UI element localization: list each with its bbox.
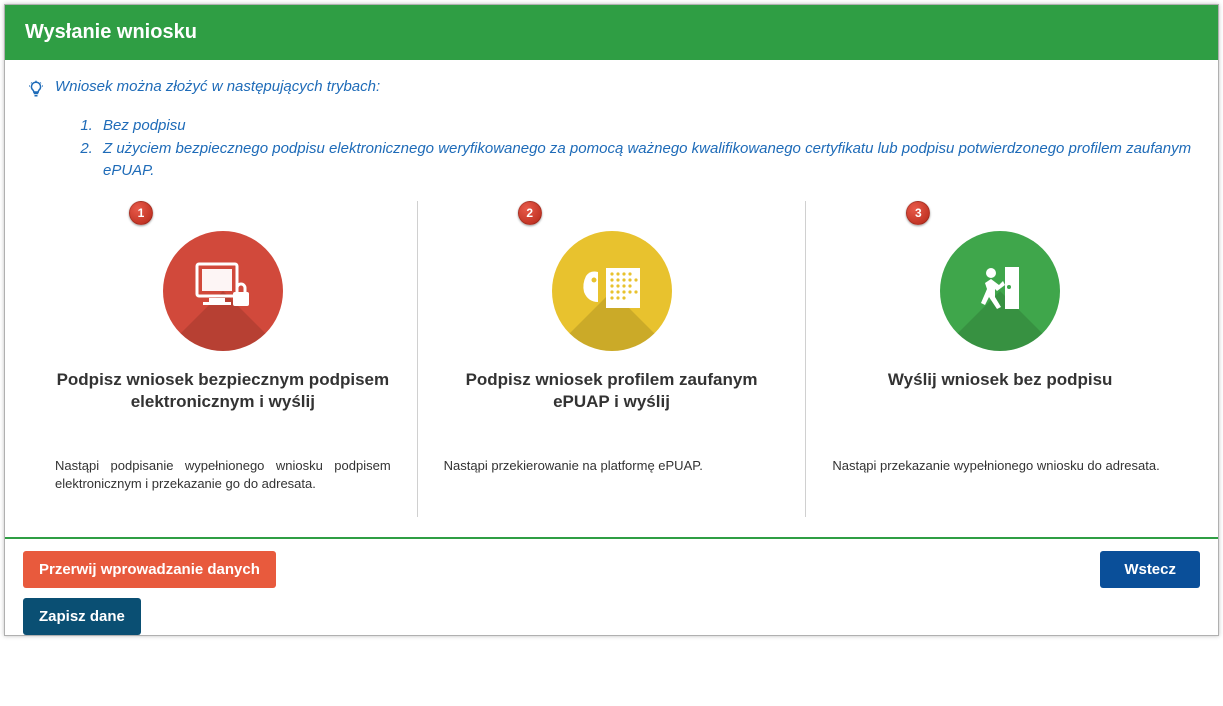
dialog-title: Wysłanie wniosku	[25, 21, 197, 43]
option-title: Wyślij wniosek bez podpisu	[832, 369, 1168, 415]
option-badge: 1	[129, 201, 153, 225]
footer-bar: Przerwij wprowadzanie danych Zapisz dane…	[5, 537, 1218, 635]
tip-row: Wniosek można złożyć w następujących try…	[27, 78, 1196, 103]
tip-text: Wniosek można złożyć w następujących try…	[55, 78, 380, 95]
mode-item: Bez podpisu	[97, 115, 1196, 138]
cancel-button[interactable]: Przerwij wprowadzanie danych	[23, 551, 276, 588]
option-sign-qualified[interactable]: 1	[29, 201, 418, 517]
modes-list: Bez podpisu Z użyciem bezpiecznego podpi…	[27, 115, 1196, 183]
option-icon-wrap	[163, 231, 283, 351]
footer-left-buttons: Przerwij wprowadzanie danych Zapisz dane	[23, 551, 276, 635]
option-sign-epuap[interactable]: 2	[418, 201, 807, 517]
option-description: Nastąpi podpisanie wypełnionego wniosku …	[55, 457, 391, 517]
profile-grid-icon	[552, 231, 672, 351]
option-send-unsigned[interactable]: 3 Wyślij wniosek bez podpisu	[806, 201, 1194, 517]
back-button[interactable]: Wstecz	[1100, 551, 1200, 588]
computer-lock-icon	[163, 231, 283, 351]
exit-door-icon	[940, 231, 1060, 351]
option-description: Nastąpi przekazanie wypełnionego wniosku…	[832, 457, 1168, 517]
option-icon-wrap	[940, 231, 1060, 351]
dialog-panel: Wysłanie wniosku Wniosek można złożyć w …	[4, 4, 1219, 636]
dialog-content: Wniosek można złożyć w następujących try…	[5, 60, 1218, 517]
option-title: Podpisz wniosek profilem zaufanym ePUAP …	[444, 369, 780, 415]
lightbulb-icon	[27, 80, 45, 103]
footer-right-buttons: Wstecz	[1100, 551, 1200, 588]
option-title: Podpisz wniosek bezpiecznym podpisem ele…	[55, 369, 391, 415]
mode-item: Z użyciem bezpiecznego podpisu elektroni…	[97, 138, 1196, 183]
dialog-header: Wysłanie wniosku	[5, 5, 1218, 60]
options-row: 1	[29, 201, 1194, 517]
option-badge: 2	[518, 201, 542, 225]
option-icon-wrap	[552, 231, 672, 351]
option-description: Nastąpi przekierowanie na platformę ePUA…	[444, 457, 780, 517]
option-badge: 3	[906, 201, 930, 225]
save-button[interactable]: Zapisz dane	[23, 598, 141, 635]
